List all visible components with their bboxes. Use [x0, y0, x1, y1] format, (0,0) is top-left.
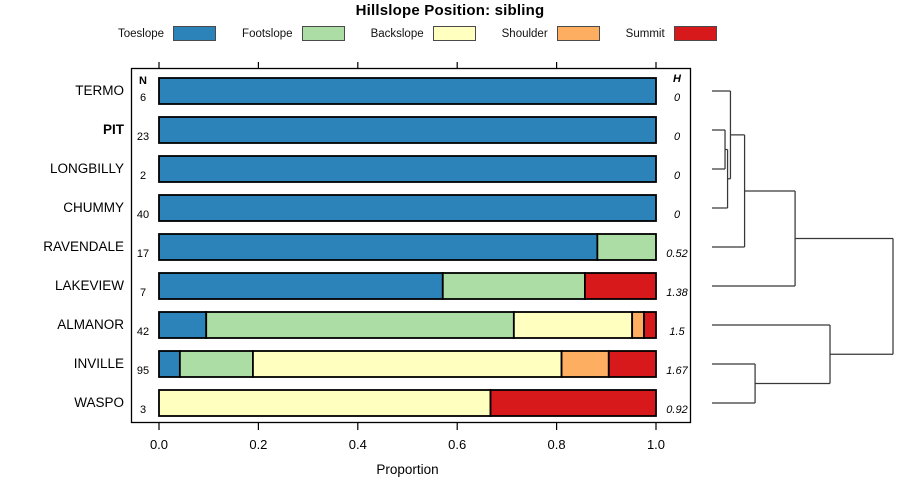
h-value-pit: 0	[673, 131, 681, 143]
x-axis-tick-label: 1.0	[646, 437, 666, 452]
x-axis-title: Proportion	[376, 462, 439, 477]
row-label-inville: INVILLE	[73, 356, 124, 371]
shoulder-swatch	[556, 26, 600, 41]
bar-segment-footslope	[441, 272, 586, 300]
bar-segment-toeslope	[158, 194, 657, 222]
bar-segment-footslope	[205, 311, 515, 339]
x-axis-tick-label: 0.4	[348, 437, 367, 452]
legend-label: Summit	[625, 27, 665, 40]
legend-label: Backslope	[370, 27, 424, 40]
n-value-ravendale: 17	[136, 248, 150, 260]
row-label-longbilly: LONGBILLY	[49, 161, 124, 176]
legend-item-backslope: Backslope	[371, 26, 476, 41]
h-value-almanor: 1.5	[669, 326, 685, 338]
n-value-chummy: 40	[136, 209, 150, 221]
summit-swatch	[673, 26, 717, 41]
bar-segment-footslope	[178, 350, 254, 378]
bar-segment-summit	[489, 389, 657, 417]
n-value-longbilly: 2	[139, 170, 147, 182]
bar-segment-toeslope	[158, 155, 657, 183]
h-value-inville: 1.67	[666, 365, 688, 377]
x-axis-tick-label: 0.2	[249, 437, 268, 452]
row-label-waspo: WASPO	[74, 395, 124, 410]
x-axis-tick-label: 0.6	[448, 437, 467, 452]
n-value-almanor: 42	[136, 326, 150, 338]
n-value-lakeview: 7	[139, 287, 147, 299]
bar-segment-summit	[643, 311, 657, 339]
bar-segment-summit	[584, 272, 657, 300]
bar-segment-backslope	[512, 311, 634, 339]
bar-segment-summit	[607, 350, 657, 378]
legend: Toeslope Footslope Backslope Shoulder Summit	[118, 25, 717, 42]
legend-item-footslope: Footslope	[242, 26, 345, 41]
n-value-termo: 6	[139, 92, 147, 104]
row-label-ravendale: RAVENDALE	[43, 239, 124, 254]
bar-segment-toeslope	[158, 272, 444, 300]
row-label-lakeview: LAKEVIEW	[54, 278, 124, 293]
h-value-longbilly: 0	[673, 170, 681, 182]
n-value-pit: 23	[136, 131, 150, 143]
x-axis-tick-label: 0.8	[547, 437, 566, 452]
bar-segment-backslope	[158, 389, 492, 417]
h-column-header: H	[673, 73, 681, 85]
legend-label: Footslope	[242, 27, 293, 40]
h-value-termo: 0	[673, 92, 681, 104]
bar-segment-toeslope	[158, 116, 657, 144]
bar-segment-shoulder	[560, 350, 610, 378]
legend-item-toeslope: Toeslope	[118, 26, 217, 41]
legend-item-shoulder: Shoulder	[502, 26, 600, 41]
backslope-swatch	[432, 26, 476, 41]
bar-segment-toeslope	[158, 350, 181, 378]
bar-segment-toeslope	[158, 311, 208, 339]
toeslope-swatch	[173, 26, 217, 41]
row-label-pit: PIT	[102, 122, 124, 137]
plot-border	[130, 67, 692, 424]
h-value-lakeview: 1.38	[666, 287, 688, 299]
legend-item-summit: Summit	[626, 26, 717, 41]
n-value-waspo: 3	[139, 404, 147, 416]
page-title: Hillslope Position: sibling	[355, 2, 545, 19]
footslope-swatch	[301, 26, 345, 41]
row-label-almanor: ALMANOR	[57, 317, 124, 332]
legend-label: Shoulder	[501, 27, 548, 40]
legend-label: Toeslope	[118, 27, 165, 40]
bar-segment-backslope	[252, 350, 563, 378]
n-value-inville: 95	[136, 365, 150, 377]
row-label-chummy: CHUMMY	[63, 200, 124, 215]
x-axis-tick-label: 0.0	[149, 437, 169, 452]
bar-segment-toeslope	[158, 77, 657, 105]
h-value-ravendale: 0.52	[666, 248, 688, 260]
row-label-termo: TERMO	[75, 83, 124, 98]
h-value-chummy: 0	[673, 209, 681, 221]
h-value-waspo: 0.92	[666, 404, 688, 416]
bar-segment-shoulder	[631, 311, 645, 339]
bar-segment-footslope	[596, 233, 657, 261]
n-column-header: N	[139, 75, 147, 87]
bar-segment-toeslope	[158, 233, 599, 261]
